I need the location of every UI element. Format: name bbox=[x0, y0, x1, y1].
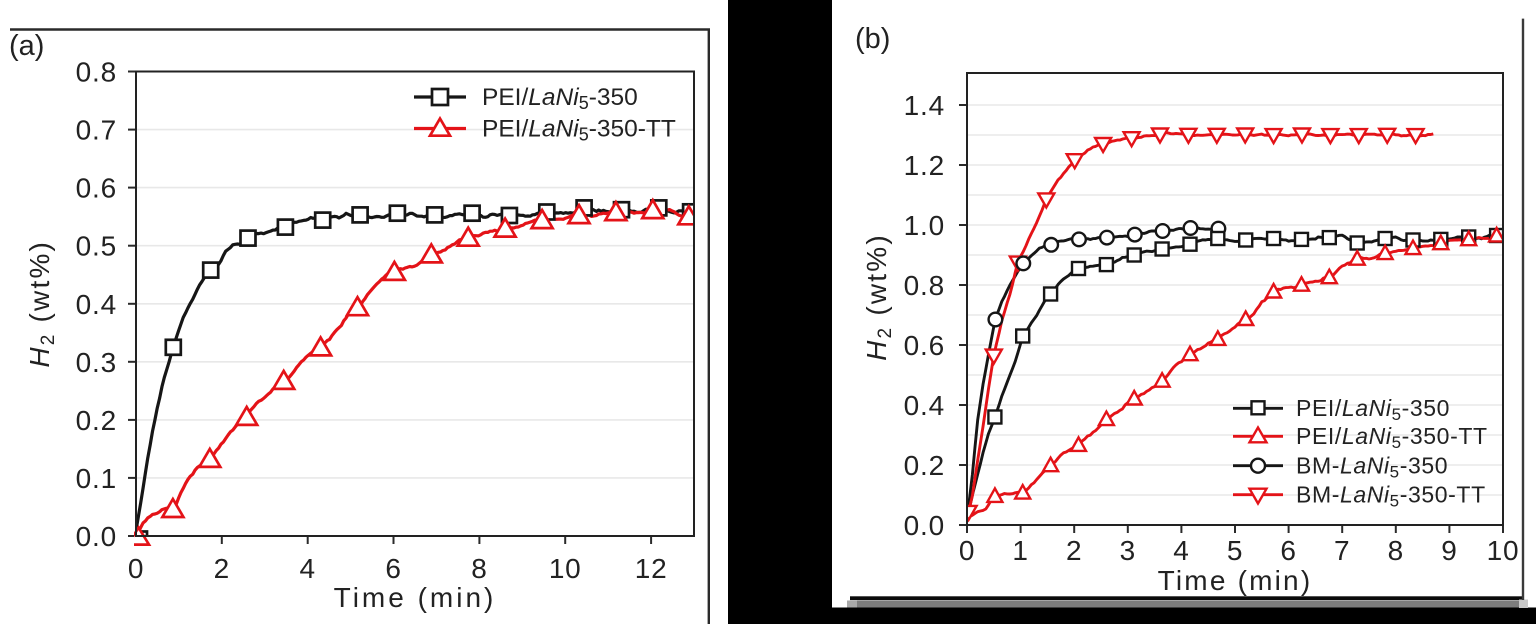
svg-text:Time (min): Time (min) bbox=[1158, 565, 1313, 596]
svg-text:H2 (wt%): H2 (wt%) bbox=[24, 240, 59, 368]
svg-text:9: 9 bbox=[1441, 535, 1457, 566]
svg-text:PEI/LaNi5-350-TT: PEI/LaNi5-350-TT bbox=[482, 116, 676, 145]
svg-text:0: 0 bbox=[128, 553, 144, 584]
svg-text:8: 8 bbox=[1388, 535, 1404, 566]
svg-text:4: 4 bbox=[300, 553, 316, 584]
svg-text:8: 8 bbox=[471, 553, 487, 584]
svg-text:Time (min): Time (min) bbox=[334, 582, 497, 613]
svg-text:PEI/LaNi5-350: PEI/LaNi5-350 bbox=[482, 84, 638, 113]
svg-text:6: 6 bbox=[1280, 535, 1296, 566]
svg-text:1: 1 bbox=[1012, 535, 1028, 566]
svg-text:7: 7 bbox=[1334, 535, 1350, 566]
svg-text:0.3: 0.3 bbox=[76, 347, 117, 378]
svg-text:1.4: 1.4 bbox=[904, 90, 945, 121]
svg-text:H2 (wt%): H2 (wt%) bbox=[861, 233, 896, 361]
svg-text:10: 10 bbox=[1487, 535, 1520, 566]
svg-text:0.7: 0.7 bbox=[76, 115, 117, 146]
svg-text:0.2: 0.2 bbox=[904, 450, 945, 481]
svg-text:10: 10 bbox=[549, 553, 582, 584]
svg-text:PEI/LaNi5-350: PEI/LaNi5-350 bbox=[1296, 395, 1450, 424]
svg-text:0: 0 bbox=[959, 535, 975, 566]
svg-text:0.1: 0.1 bbox=[76, 463, 117, 494]
svg-text:0.6: 0.6 bbox=[904, 330, 945, 361]
svg-text:0.8: 0.8 bbox=[76, 57, 117, 88]
svg-text:1.0: 1.0 bbox=[904, 210, 945, 241]
svg-text:2: 2 bbox=[214, 553, 230, 584]
svg-text:3: 3 bbox=[1120, 535, 1136, 566]
svg-text:BM-LaNi5-350: BM-LaNi5-350 bbox=[1296, 452, 1448, 481]
svg-text:12: 12 bbox=[635, 553, 668, 584]
svg-text:0.2: 0.2 bbox=[76, 405, 117, 436]
svg-text:0.4: 0.4 bbox=[76, 289, 117, 320]
svg-text:0.0: 0.0 bbox=[76, 521, 117, 552]
svg-text:5: 5 bbox=[1227, 535, 1243, 566]
svg-text:(b): (b) bbox=[855, 23, 890, 55]
svg-text:4: 4 bbox=[1173, 535, 1189, 566]
svg-text:BM-LaNi5-350-TT: BM-LaNi5-350-TT bbox=[1296, 481, 1486, 510]
svg-text:0.5: 0.5 bbox=[76, 231, 117, 262]
svg-text:1.2: 1.2 bbox=[904, 150, 945, 181]
svg-text:PEI/LaNi5-350-TT: PEI/LaNi5-350-TT bbox=[1296, 423, 1488, 452]
svg-text:2: 2 bbox=[1066, 535, 1082, 566]
svg-text:6: 6 bbox=[385, 553, 401, 584]
svg-text:0.4: 0.4 bbox=[904, 390, 945, 421]
svg-text:0.0: 0.0 bbox=[904, 510, 945, 541]
svg-text:0.6: 0.6 bbox=[76, 173, 117, 204]
svg-text:(a): (a) bbox=[9, 30, 44, 62]
svg-text:0.8: 0.8 bbox=[904, 270, 945, 301]
